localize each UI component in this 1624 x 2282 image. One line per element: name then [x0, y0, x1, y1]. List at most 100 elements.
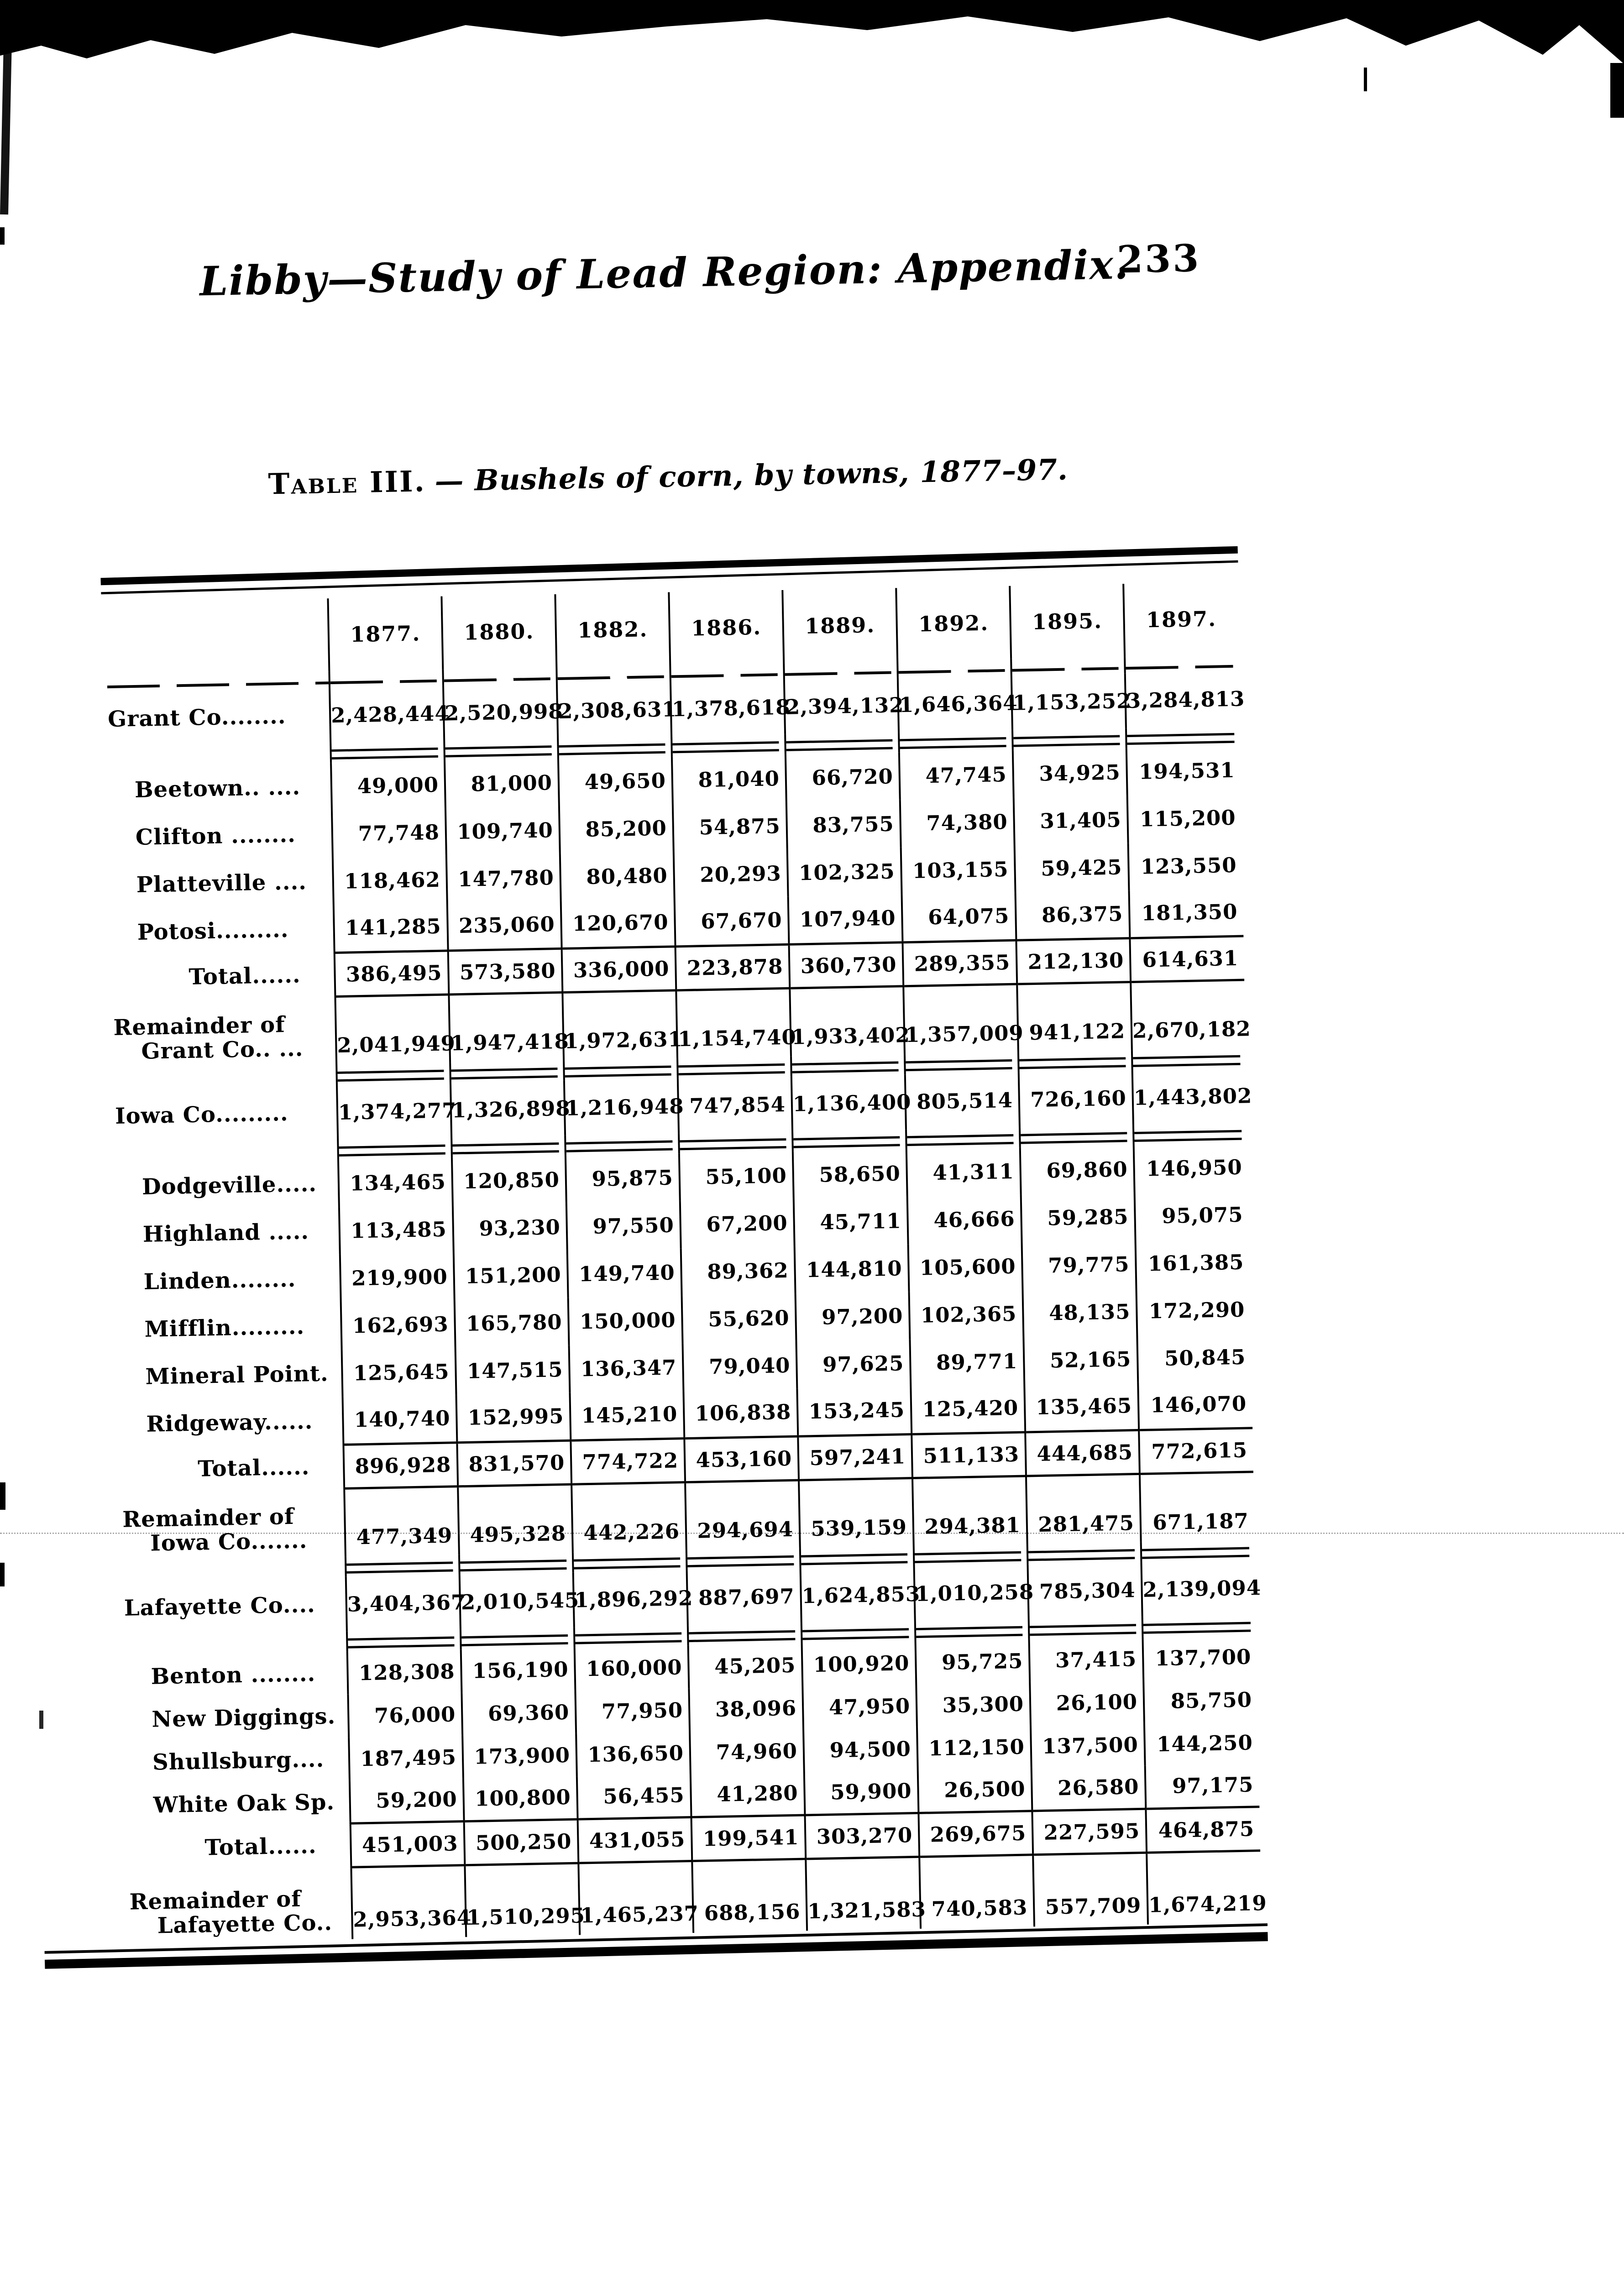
- value-cell: 2,953,364: [351, 1865, 471, 1939]
- value-cell: 115,200: [1127, 793, 1242, 843]
- column-header-1882: 1882.: [555, 592, 671, 668]
- value-cell: 774,722: [571, 1438, 686, 1484]
- column-header-1889: 1889.: [782, 588, 898, 663]
- value-cell: 49,000: [331, 760, 445, 811]
- value-cell: 128,308: [347, 1649, 462, 1695]
- value-cell: 165,780: [454, 1298, 569, 1348]
- value-cell: 199,541: [691, 1815, 806, 1861]
- value-cell: 1,374,277: [336, 1083, 457, 1140]
- row-label: Highland .....: [142, 1219, 309, 1247]
- value-cell: 93,230: [452, 1203, 567, 1253]
- value-cell: 511,133: [912, 1432, 1026, 1478]
- value-cell: 726,160: [1018, 1070, 1133, 1127]
- value-cell: 1,465,237: [578, 1861, 699, 1935]
- stub-header: [102, 598, 330, 675]
- row-label: Total......: [197, 1454, 310, 1482]
- value-cell: 747,854: [677, 1076, 793, 1134]
- value-cell: 336,000: [561, 946, 676, 992]
- value-cell: 38,096: [689, 1686, 804, 1732]
- value-cell: 161,385: [1135, 1238, 1250, 1288]
- value-cell: 477,349: [344, 1486, 459, 1557]
- value-cell: 386,495: [334, 950, 449, 997]
- value-cell: 1,896,292: [573, 1570, 693, 1628]
- value-cell: 431,055: [577, 1817, 692, 1863]
- row-label: Total......: [204, 1833, 317, 1861]
- value-cell: 64,075: [901, 892, 1016, 942]
- row-label: Dodgeville.....: [141, 1171, 317, 1200]
- value-cell: 112,150: [917, 1725, 1032, 1770]
- value-cell: 187,495: [349, 1735, 463, 1780]
- row-label: Iowa Co.........: [115, 1100, 288, 1129]
- value-cell: 140,740: [342, 1395, 457, 1445]
- value-cell: 59,900: [804, 1769, 919, 1815]
- value-cell: 123,550: [1128, 841, 1243, 891]
- value-cell: 59,200: [349, 1778, 464, 1823]
- value-cell: 79,775: [1022, 1240, 1137, 1290]
- value-cell: 1,357,009: [903, 984, 1024, 1055]
- row-label: Remainder of Iowa Co.......: [122, 1504, 308, 1556]
- value-cell: 45,205: [688, 1643, 803, 1689]
- value-cell: 1,153,252: [1011, 673, 1132, 730]
- value-cell: 47,950: [802, 1684, 917, 1729]
- value-cell: 2,394,132: [784, 677, 904, 734]
- value-cell: 86,375: [1015, 890, 1130, 940]
- row-label: Mifflin.........: [144, 1314, 305, 1342]
- value-cell: 557,709: [1033, 1852, 1148, 1927]
- value-cell: 2,139,094: [1141, 1560, 1262, 1617]
- value-cell: 831,570: [457, 1440, 572, 1486]
- value-cell: 67,670: [674, 896, 789, 947]
- value-cell: 97,200: [795, 1292, 910, 1341]
- value-cell: 289,355: [902, 940, 1017, 986]
- value-cell: 269,675: [918, 1811, 1033, 1857]
- value-cell: 2,041,949: [335, 994, 456, 1065]
- scan-artifact-right-tick: [1364, 68, 1367, 91]
- value-cell: 106,838: [683, 1388, 798, 1439]
- value-cell: 3,404,367: [346, 1575, 466, 1632]
- value-cell: 614,631: [1130, 936, 1245, 982]
- value-cell: 66,720: [785, 752, 900, 802]
- value-cell: 1,947,418: [449, 992, 569, 1063]
- value-cell: 102,325: [787, 847, 902, 897]
- value-cell: 172,290: [1136, 1285, 1251, 1335]
- value-cell: 150,000: [568, 1296, 683, 1345]
- row-label: White Oak Sp.: [153, 1789, 335, 1818]
- value-cell: 671,187: [1139, 1471, 1255, 1542]
- value-cell: 95,725: [915, 1639, 1030, 1684]
- row-label: Remainder of Grant Co.. ...: [113, 1012, 304, 1065]
- value-cell: 1,378,618: [670, 679, 791, 737]
- value-cell: 102,365: [909, 1289, 1024, 1340]
- value-cell: 47,745: [899, 750, 1014, 800]
- table-caption: Table III. — Bushels of corn, by towns, …: [100, 450, 1236, 504]
- value-cell: 152,995: [456, 1392, 571, 1443]
- value-cell: 941,122: [1017, 982, 1132, 1052]
- value-cell: 85,750: [1143, 1678, 1258, 1723]
- value-cell: 37,415: [1029, 1637, 1144, 1682]
- value-cell: 97,550: [566, 1201, 681, 1251]
- value-cell: 136,650: [576, 1731, 691, 1776]
- value-cell: 100,800: [463, 1776, 578, 1821]
- value-cell: 105,600: [908, 1242, 1023, 1292]
- value-cell: 160,000: [574, 1645, 689, 1691]
- value-cell: 281,475: [1026, 1473, 1141, 1544]
- value-cell: 1,154,740: [676, 988, 796, 1059]
- value-cell: 89,362: [681, 1246, 796, 1296]
- value-cell: 227,595: [1032, 1808, 1147, 1855]
- table-caption-text: — Bushels of corn, by towns, 1877–97.: [434, 452, 1069, 498]
- value-cell: 20,293: [673, 849, 788, 899]
- value-cell: 120,670: [561, 899, 676, 948]
- value-cell: 83,755: [786, 800, 901, 849]
- value-cell: 539,159: [799, 1478, 914, 1549]
- table-caption-number: Table III.: [267, 464, 426, 501]
- value-cell: 785,304: [1027, 1562, 1142, 1619]
- value-cell: 77,748: [331, 808, 446, 858]
- value-cell: 147,780: [446, 853, 561, 903]
- value-cell: 74,960: [690, 1729, 804, 1774]
- value-cell: 54,875: [672, 801, 787, 852]
- value-cell: 136,347: [569, 1343, 684, 1393]
- value-cell: 235,060: [447, 900, 562, 951]
- value-cell: 153,245: [797, 1387, 912, 1436]
- value-cell: 1,933,402: [790, 986, 910, 1057]
- value-cell: 41,311: [906, 1147, 1021, 1197]
- value-cell: 26,100: [1030, 1680, 1144, 1725]
- value-cell: 59,425: [1014, 843, 1129, 893]
